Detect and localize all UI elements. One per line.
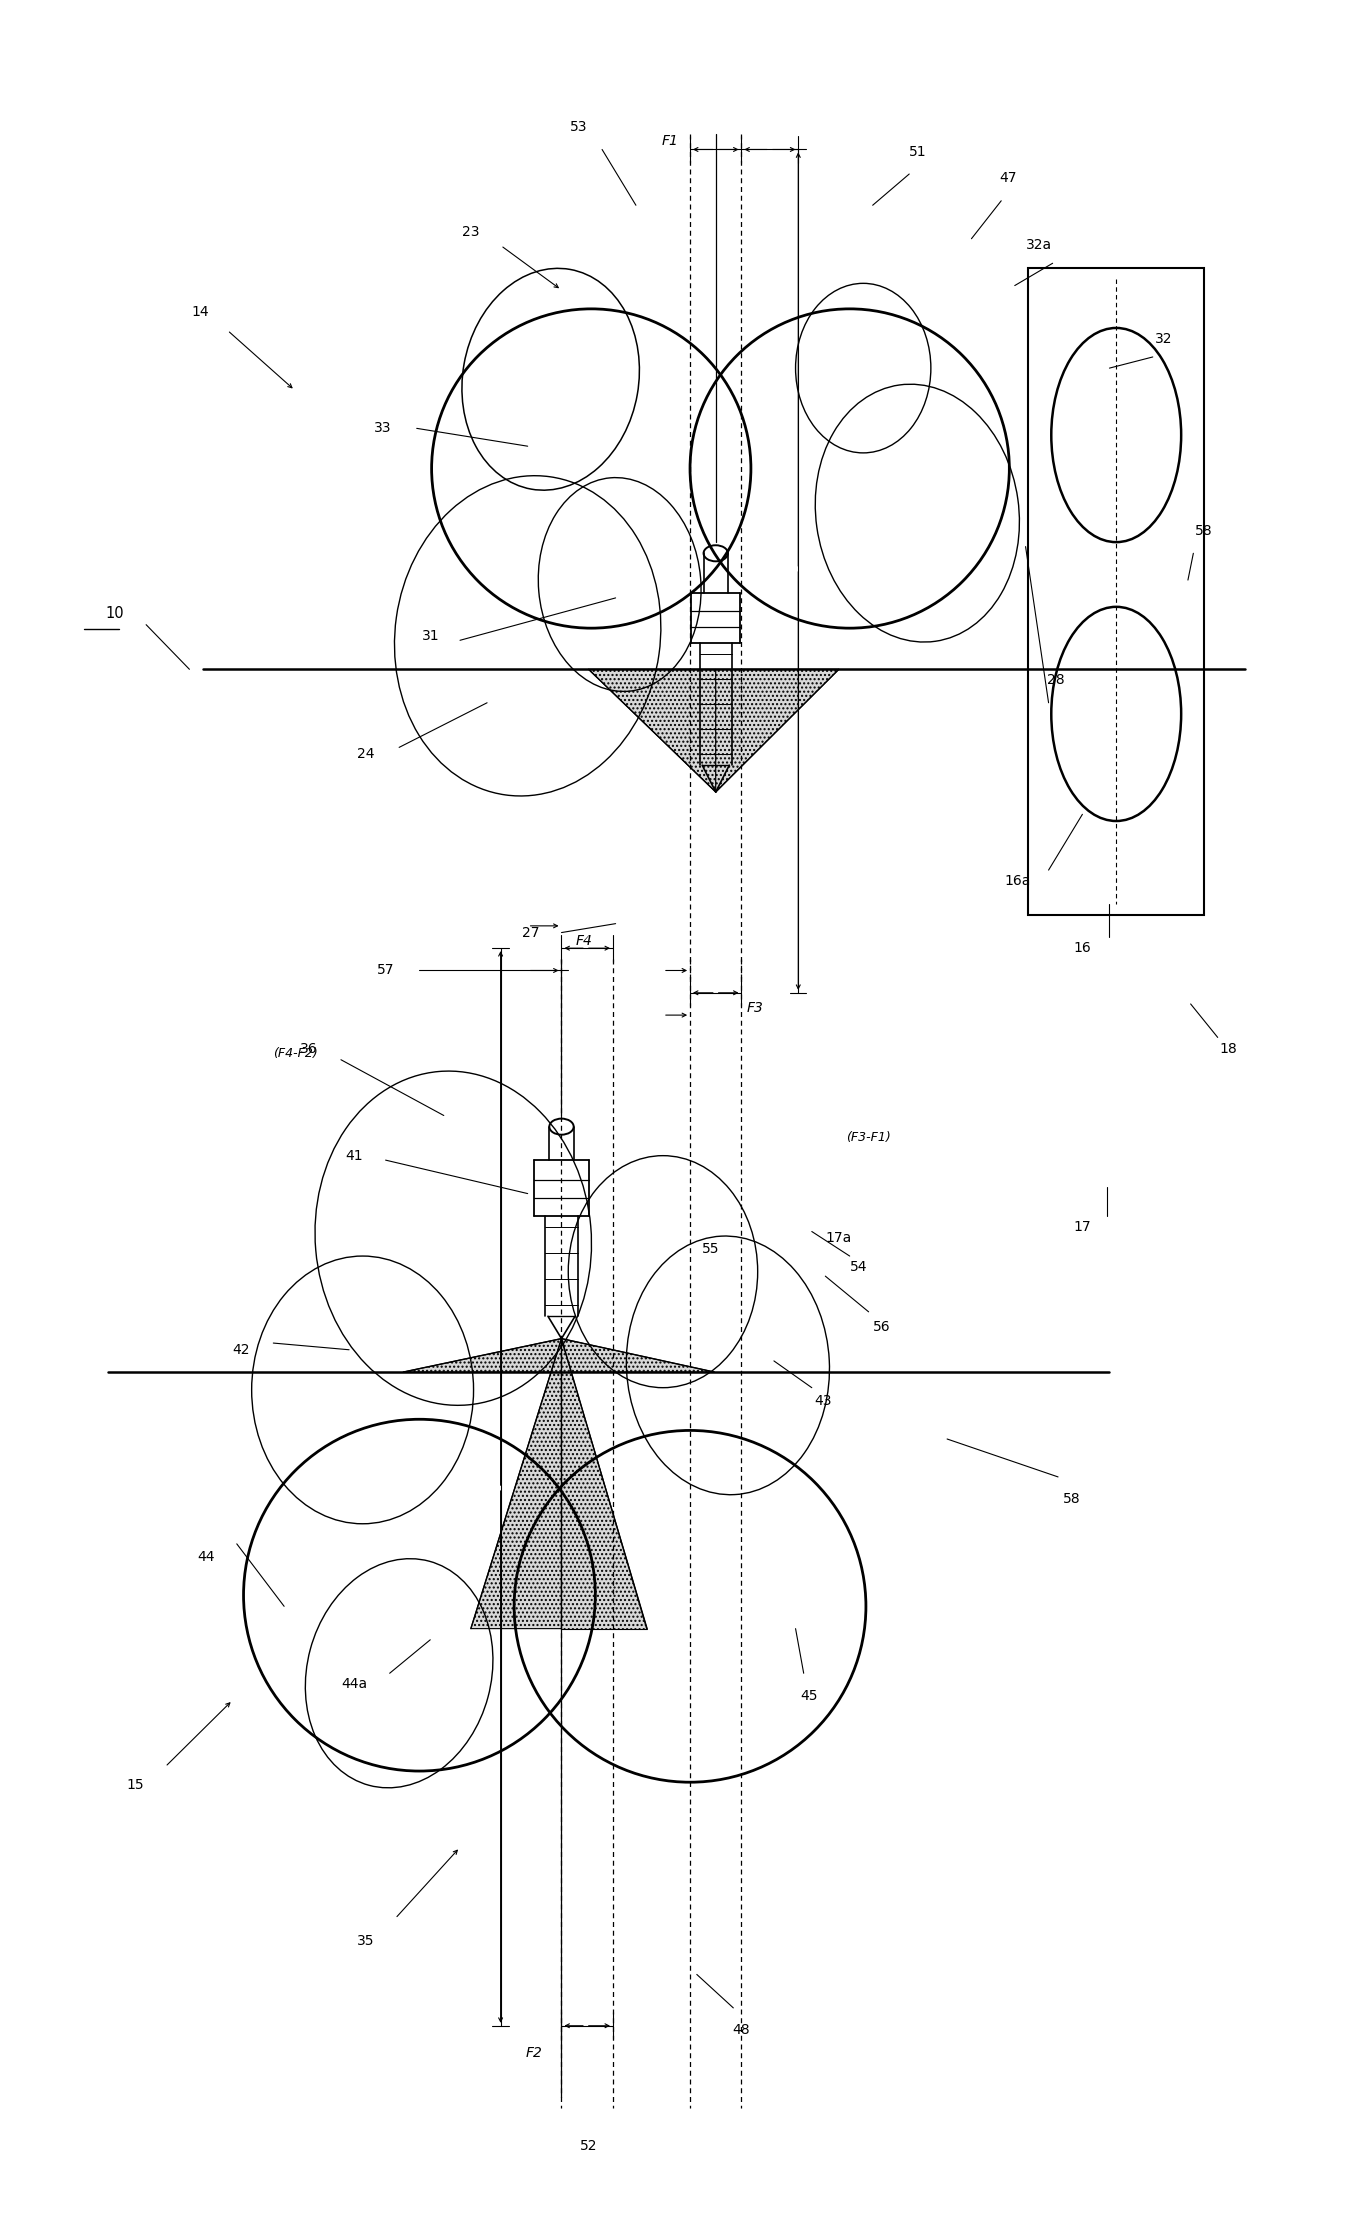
Text: 31: 31 [421,629,440,643]
Text: F4: F4 [576,935,593,948]
Text: 58: 58 [1062,1493,1081,1506]
Text: 32a: 32a [1026,239,1053,252]
Text: 24: 24 [357,747,373,761]
Text: 16: 16 [1073,941,1092,955]
Text: 36: 36 [299,1042,318,1055]
Text: (F3-F1): (F3-F1) [846,1131,892,1145]
Text: F3: F3 [747,1002,763,1015]
Text: 42: 42 [233,1343,249,1356]
Text: F2: F2 [526,2046,543,2059]
Text: 58: 58 [1195,524,1214,538]
Text: 10: 10 [106,607,124,620]
Polygon shape [716,669,839,792]
Text: 33: 33 [375,422,391,435]
Text: 16a: 16a [1004,875,1031,888]
Text: 17: 17 [1073,1220,1092,1234]
Text: 45: 45 [801,1689,817,1702]
Polygon shape [471,1339,561,1629]
Text: (F4-F2): (F4-F2) [272,1046,318,1060]
Text: 41: 41 [345,1149,364,1162]
Text: 43: 43 [815,1394,831,1408]
Text: 35: 35 [357,1934,373,1948]
Text: 23: 23 [463,225,479,239]
Text: 17a: 17a [825,1232,852,1245]
Text: 57: 57 [377,964,394,977]
Polygon shape [589,669,716,792]
Text: 51: 51 [908,145,927,158]
Polygon shape [403,1339,561,1372]
Text: 28: 28 [1046,674,1065,687]
Text: 53: 53 [571,120,587,134]
Text: 55: 55 [702,1243,718,1256]
Text: 44: 44 [198,1551,214,1564]
Text: 47: 47 [1000,172,1016,185]
Text: 52: 52 [580,2140,597,2153]
Text: 18: 18 [1219,1042,1238,1055]
Text: 54: 54 [851,1261,867,1274]
Bar [1028,268,1204,915]
Text: 44a: 44a [341,1678,368,1691]
Text: 27: 27 [522,926,538,939]
Text: 32: 32 [1155,332,1172,346]
Text: 56: 56 [873,1321,892,1334]
Text: 48: 48 [732,2024,751,2037]
Text: 14: 14 [191,306,210,319]
Polygon shape [561,1339,714,1372]
Text: 15: 15 [126,1778,145,1791]
Polygon shape [561,1339,647,1629]
Text: F1: F1 [662,134,678,147]
